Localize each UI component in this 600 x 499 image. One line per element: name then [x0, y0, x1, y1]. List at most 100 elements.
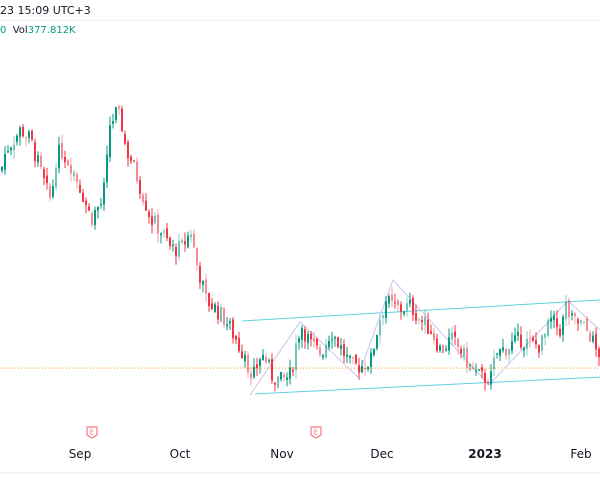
time-tick-nov: Nov [270, 447, 294, 461]
candle-up [493, 357, 495, 370]
candle-up [322, 355, 324, 358]
candle-up [388, 296, 390, 304]
candle-down [43, 169, 45, 179]
channel-lower-line [254, 376, 600, 395]
candle-up [526, 339, 528, 349]
candle-up [268, 360, 270, 362]
candle-down [313, 337, 315, 342]
candle-up [475, 370, 477, 372]
candle-up [424, 316, 426, 325]
candle-up [1, 166, 3, 171]
svg-text:E: E [314, 429, 318, 437]
candle-down [559, 328, 561, 336]
candle-up [262, 354, 264, 361]
candle-down [166, 228, 168, 239]
candle-down [127, 142, 129, 159]
candle-up [52, 186, 54, 197]
candle-up [331, 339, 333, 341]
earnings-marker-icon[interactable]: E [86, 424, 98, 439]
candle-up [499, 348, 501, 356]
candle-down [415, 313, 417, 321]
candle-up [583, 321, 585, 323]
candle-down [532, 337, 534, 341]
candle-down [595, 333, 597, 350]
candle-down [271, 359, 273, 381]
candle-down [352, 356, 354, 358]
candle-down [598, 348, 600, 358]
volume-label: Vol [12, 25, 28, 36]
candle-down [85, 200, 87, 205]
candle-down [208, 293, 210, 307]
candle-down [199, 265, 201, 283]
candle-down [175, 246, 177, 257]
time-axis-divider [0, 472, 600, 474]
candle-down [145, 200, 147, 211]
candle-down [586, 318, 588, 331]
candle-up [418, 319, 420, 321]
candle-down [157, 214, 159, 234]
candle-up [106, 154, 108, 183]
candle-down [130, 156, 132, 161]
earnings-marker-icon[interactable]: E [310, 424, 322, 439]
candle-down [319, 347, 321, 356]
candle-up [553, 315, 555, 321]
candle-down [232, 319, 234, 339]
candle-down [355, 354, 357, 364]
candle-down [142, 194, 144, 203]
candle-up [328, 340, 330, 348]
candle-up [409, 299, 411, 304]
candle-down [457, 338, 459, 348]
candle-up [502, 347, 504, 351]
candle-down [433, 333, 435, 341]
candle-up [154, 215, 156, 224]
candle-up [373, 349, 375, 356]
candle-down [193, 233, 195, 248]
candle-up [259, 359, 261, 367]
candle-up [172, 244, 174, 247]
candle-down [241, 351, 243, 359]
candle-down [391, 294, 393, 301]
candle-up [13, 144, 15, 151]
candle-up [508, 349, 510, 355]
candle-down [211, 303, 213, 310]
candle-down [484, 372, 486, 383]
candle-down [124, 134, 126, 144]
candle-up [103, 182, 105, 205]
candle-up [163, 231, 165, 233]
candle-up [592, 335, 594, 342]
ohlc-legend: 0 Vol377.812K [0, 25, 76, 36]
candle-up [403, 311, 405, 314]
candle-down [577, 319, 579, 324]
candle-down [88, 206, 90, 211]
candle-up [490, 371, 492, 385]
candle-up [97, 207, 99, 211]
time-tick-oct: Oct [169, 447, 191, 461]
candle-up [346, 354, 348, 357]
candle-down [442, 345, 444, 353]
candle-down [139, 180, 141, 194]
candle-down [556, 318, 558, 328]
candle-down [430, 331, 432, 334]
candle-up [7, 151, 9, 153]
candlestick-chart[interactable] [0, 0, 600, 440]
candle-up [376, 334, 378, 349]
candle-up [115, 107, 117, 120]
candle-up [340, 345, 342, 349]
candle-down [505, 349, 507, 356]
candle-up [496, 353, 498, 355]
candle-down [82, 192, 84, 203]
candle-down [568, 300, 570, 318]
candle-down [31, 130, 33, 140]
candle-down [520, 334, 522, 348]
candle-down [283, 374, 285, 378]
candle-up [94, 209, 96, 226]
candle-down [436, 338, 438, 351]
candle-up [55, 167, 57, 187]
candle-up [220, 307, 222, 322]
candle-up [178, 241, 180, 257]
candle-up [325, 344, 327, 358]
candle-down [394, 302, 396, 304]
candle-down [169, 237, 171, 247]
candle-down [472, 367, 474, 369]
candle-up [550, 317, 552, 322]
